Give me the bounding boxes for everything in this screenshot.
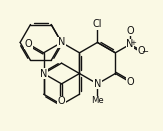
Text: −: −: [141, 47, 148, 56]
Text: N: N: [126, 39, 134, 49]
Text: Me: Me: [91, 96, 104, 105]
Text: Cl: Cl: [93, 19, 102, 29]
Text: O: O: [58, 96, 65, 107]
Text: +: +: [130, 40, 136, 46]
Text: O: O: [126, 26, 134, 36]
Text: N: N: [94, 79, 101, 89]
Text: N: N: [40, 69, 47, 78]
Text: N: N: [58, 37, 65, 47]
Text: O: O: [138, 46, 146, 56]
Text: O: O: [127, 77, 134, 87]
Text: O: O: [25, 39, 32, 49]
